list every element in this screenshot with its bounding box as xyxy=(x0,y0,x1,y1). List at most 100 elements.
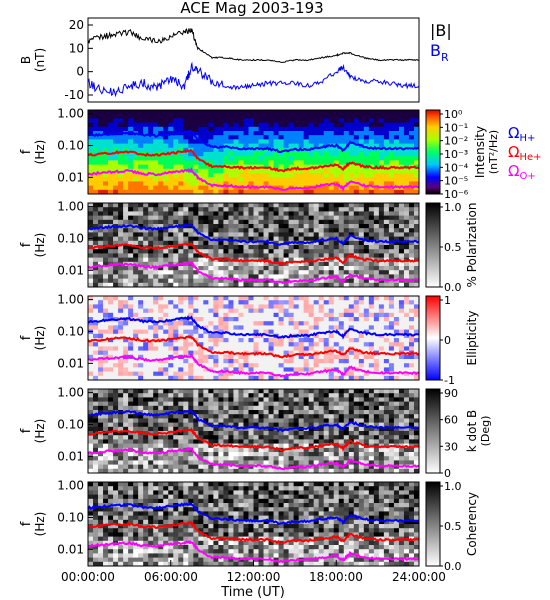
heatmap-cell xyxy=(318,367,325,372)
heatmap-cell xyxy=(168,219,174,225)
heatmap-cell xyxy=(398,156,405,161)
heatmap-cell xyxy=(288,282,295,288)
heatmap-cell xyxy=(158,189,164,195)
heatmap-cell xyxy=(143,168,149,174)
heatmap-cell xyxy=(368,224,375,229)
heatmap-cell xyxy=(153,114,159,119)
heatmap-cell xyxy=(378,219,385,225)
heatmap-cell xyxy=(328,296,335,301)
heatmap-cell xyxy=(333,110,340,115)
heatmap-cell xyxy=(358,346,365,351)
heatmap-cell xyxy=(123,110,129,115)
heatmap-cell xyxy=(228,185,234,191)
heatmap-cell xyxy=(353,296,360,301)
heatmap-cell xyxy=(288,329,295,335)
heatmap-cell xyxy=(303,181,310,186)
heatmap-cell xyxy=(238,435,244,440)
heatmap-cell xyxy=(88,426,94,432)
heatmap-cell xyxy=(143,443,149,449)
heatmap-cell xyxy=(343,325,350,330)
heatmap-cell xyxy=(268,245,274,250)
heatmap-cell xyxy=(338,375,345,381)
heatmap-cell xyxy=(258,393,264,398)
heatmap-cell xyxy=(343,173,350,178)
heatmap-cell xyxy=(228,177,234,182)
heatmap-cell xyxy=(288,439,295,444)
heatmap-cell xyxy=(313,422,320,428)
heatmap-cell xyxy=(338,245,345,250)
heatmap-cell xyxy=(98,122,104,128)
heatmap-cell xyxy=(368,110,375,115)
heatmap-cell xyxy=(273,439,279,444)
heatmap-cell xyxy=(183,350,189,356)
heatmap-cell xyxy=(378,296,385,301)
heatmap-cell xyxy=(193,468,199,474)
heatmap-cell xyxy=(108,439,114,444)
heatmap-cell xyxy=(108,232,114,237)
heatmap-cell xyxy=(123,173,129,178)
heatmap-cell xyxy=(133,185,139,191)
heatmap-cell xyxy=(123,211,129,216)
heatmap-cell xyxy=(243,253,249,258)
heatmap-cell xyxy=(218,152,224,157)
heatmap-cell xyxy=(248,228,254,233)
heatmap-cell xyxy=(368,274,375,279)
heatmap-cell xyxy=(163,240,169,246)
heatmap-cell xyxy=(173,452,179,457)
heatmap-cell xyxy=(98,143,104,149)
heatmap-cell xyxy=(183,114,189,119)
heatmap-cell xyxy=(258,296,264,301)
heatmap-cell xyxy=(133,240,139,246)
heatmap-cell xyxy=(128,389,134,394)
heatmap-cell xyxy=(398,181,405,186)
heatmap-cell xyxy=(148,375,154,381)
heatmap-cell xyxy=(298,363,305,368)
heatmap-cell xyxy=(388,152,395,157)
heatmap-cell xyxy=(303,325,310,330)
heatmap-cell xyxy=(273,443,279,449)
heatmap-cell xyxy=(288,215,295,221)
heatmap-cell xyxy=(128,405,134,411)
heatmap-cell xyxy=(293,447,300,453)
heatmap-cell xyxy=(183,110,189,115)
heatmap-cell xyxy=(188,346,194,351)
heatmap-cell xyxy=(263,363,269,368)
heatmap-cell xyxy=(403,300,410,305)
heatmap-cell xyxy=(413,278,420,284)
heatmap-cell xyxy=(393,325,400,330)
heatmap-cell xyxy=(403,152,410,157)
heatmap-cell xyxy=(363,245,370,250)
heatmap-cell xyxy=(128,135,134,140)
heatmap-cell xyxy=(228,224,234,229)
heatmap-cell xyxy=(298,189,305,195)
heatmap-cell xyxy=(298,257,305,263)
heatmap-cell xyxy=(228,468,234,474)
heatmap-cell xyxy=(168,168,174,174)
heatmap-cell xyxy=(318,181,325,186)
heatmap-cell xyxy=(163,266,169,271)
heatmap-cell xyxy=(123,249,129,254)
heatmap-cell xyxy=(358,173,365,178)
heatmap-cell xyxy=(178,160,184,165)
heatmap-cell xyxy=(408,240,415,246)
heatmap-cell xyxy=(233,456,239,461)
heatmap-cell xyxy=(328,346,335,351)
heatmap-cell xyxy=(188,308,194,314)
heatmap-cell xyxy=(183,253,189,258)
heatmap-cell xyxy=(128,266,134,271)
heatmap-cell xyxy=(318,118,325,123)
heatmap-cell xyxy=(358,354,365,360)
heatmap-cell xyxy=(368,203,375,208)
heatmap-cell xyxy=(213,296,219,301)
heatmap-cell xyxy=(298,207,305,212)
heatmap-cell xyxy=(288,274,295,279)
heatmap-cell xyxy=(213,354,219,360)
heatmap-cell xyxy=(188,224,194,229)
heatmap-cell xyxy=(128,282,134,288)
heatmap-cell xyxy=(333,185,340,191)
heatmap-cell xyxy=(198,354,204,360)
heatmap-cell xyxy=(93,464,99,470)
heatmap-cell xyxy=(218,266,224,271)
heatmap-cell xyxy=(328,308,335,314)
heatmap-cell xyxy=(133,354,139,360)
